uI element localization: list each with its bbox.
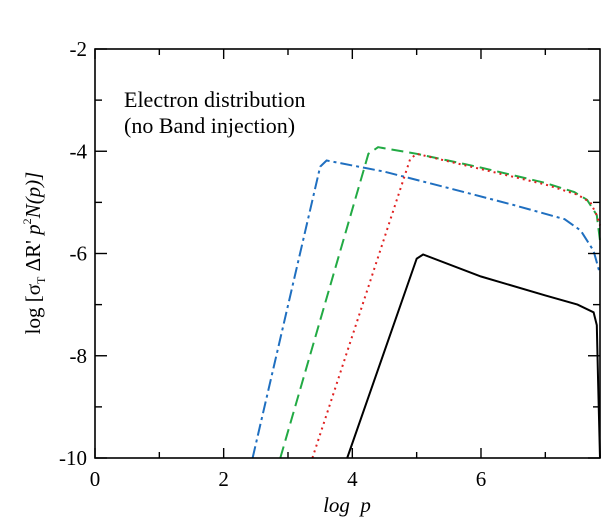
x-tick-label: 4 (347, 467, 358, 491)
series-line-3 (311, 152, 601, 459)
y-tick-label: -2 (70, 37, 88, 61)
annotation-line-2: (no Band injection) (124, 113, 295, 138)
series-line-4 (346, 253, 601, 459)
annotation-line-1: Electron distribution (124, 87, 305, 112)
series-curves (251, 146, 601, 459)
y-tick-label: -10 (59, 446, 87, 470)
x-tick-label: 0 (90, 467, 101, 491)
x-axis-label: log p (323, 493, 371, 517)
y-tick-label: -8 (70, 344, 88, 368)
series-line-1 (251, 159, 601, 459)
axis-ticks (94, 48, 600, 459)
y-tick-label: -4 (70, 139, 88, 163)
x-tick-label: 6 (476, 467, 487, 491)
y-tick-label: -6 (70, 242, 88, 266)
x-tick-label: 2 (218, 467, 229, 491)
tick-labels: 0 2 4 6 -10 -8 -6 -4 -2 (59, 37, 486, 491)
y-axis-label: log [σT ΔR' p2N(p)] (20, 172, 48, 335)
